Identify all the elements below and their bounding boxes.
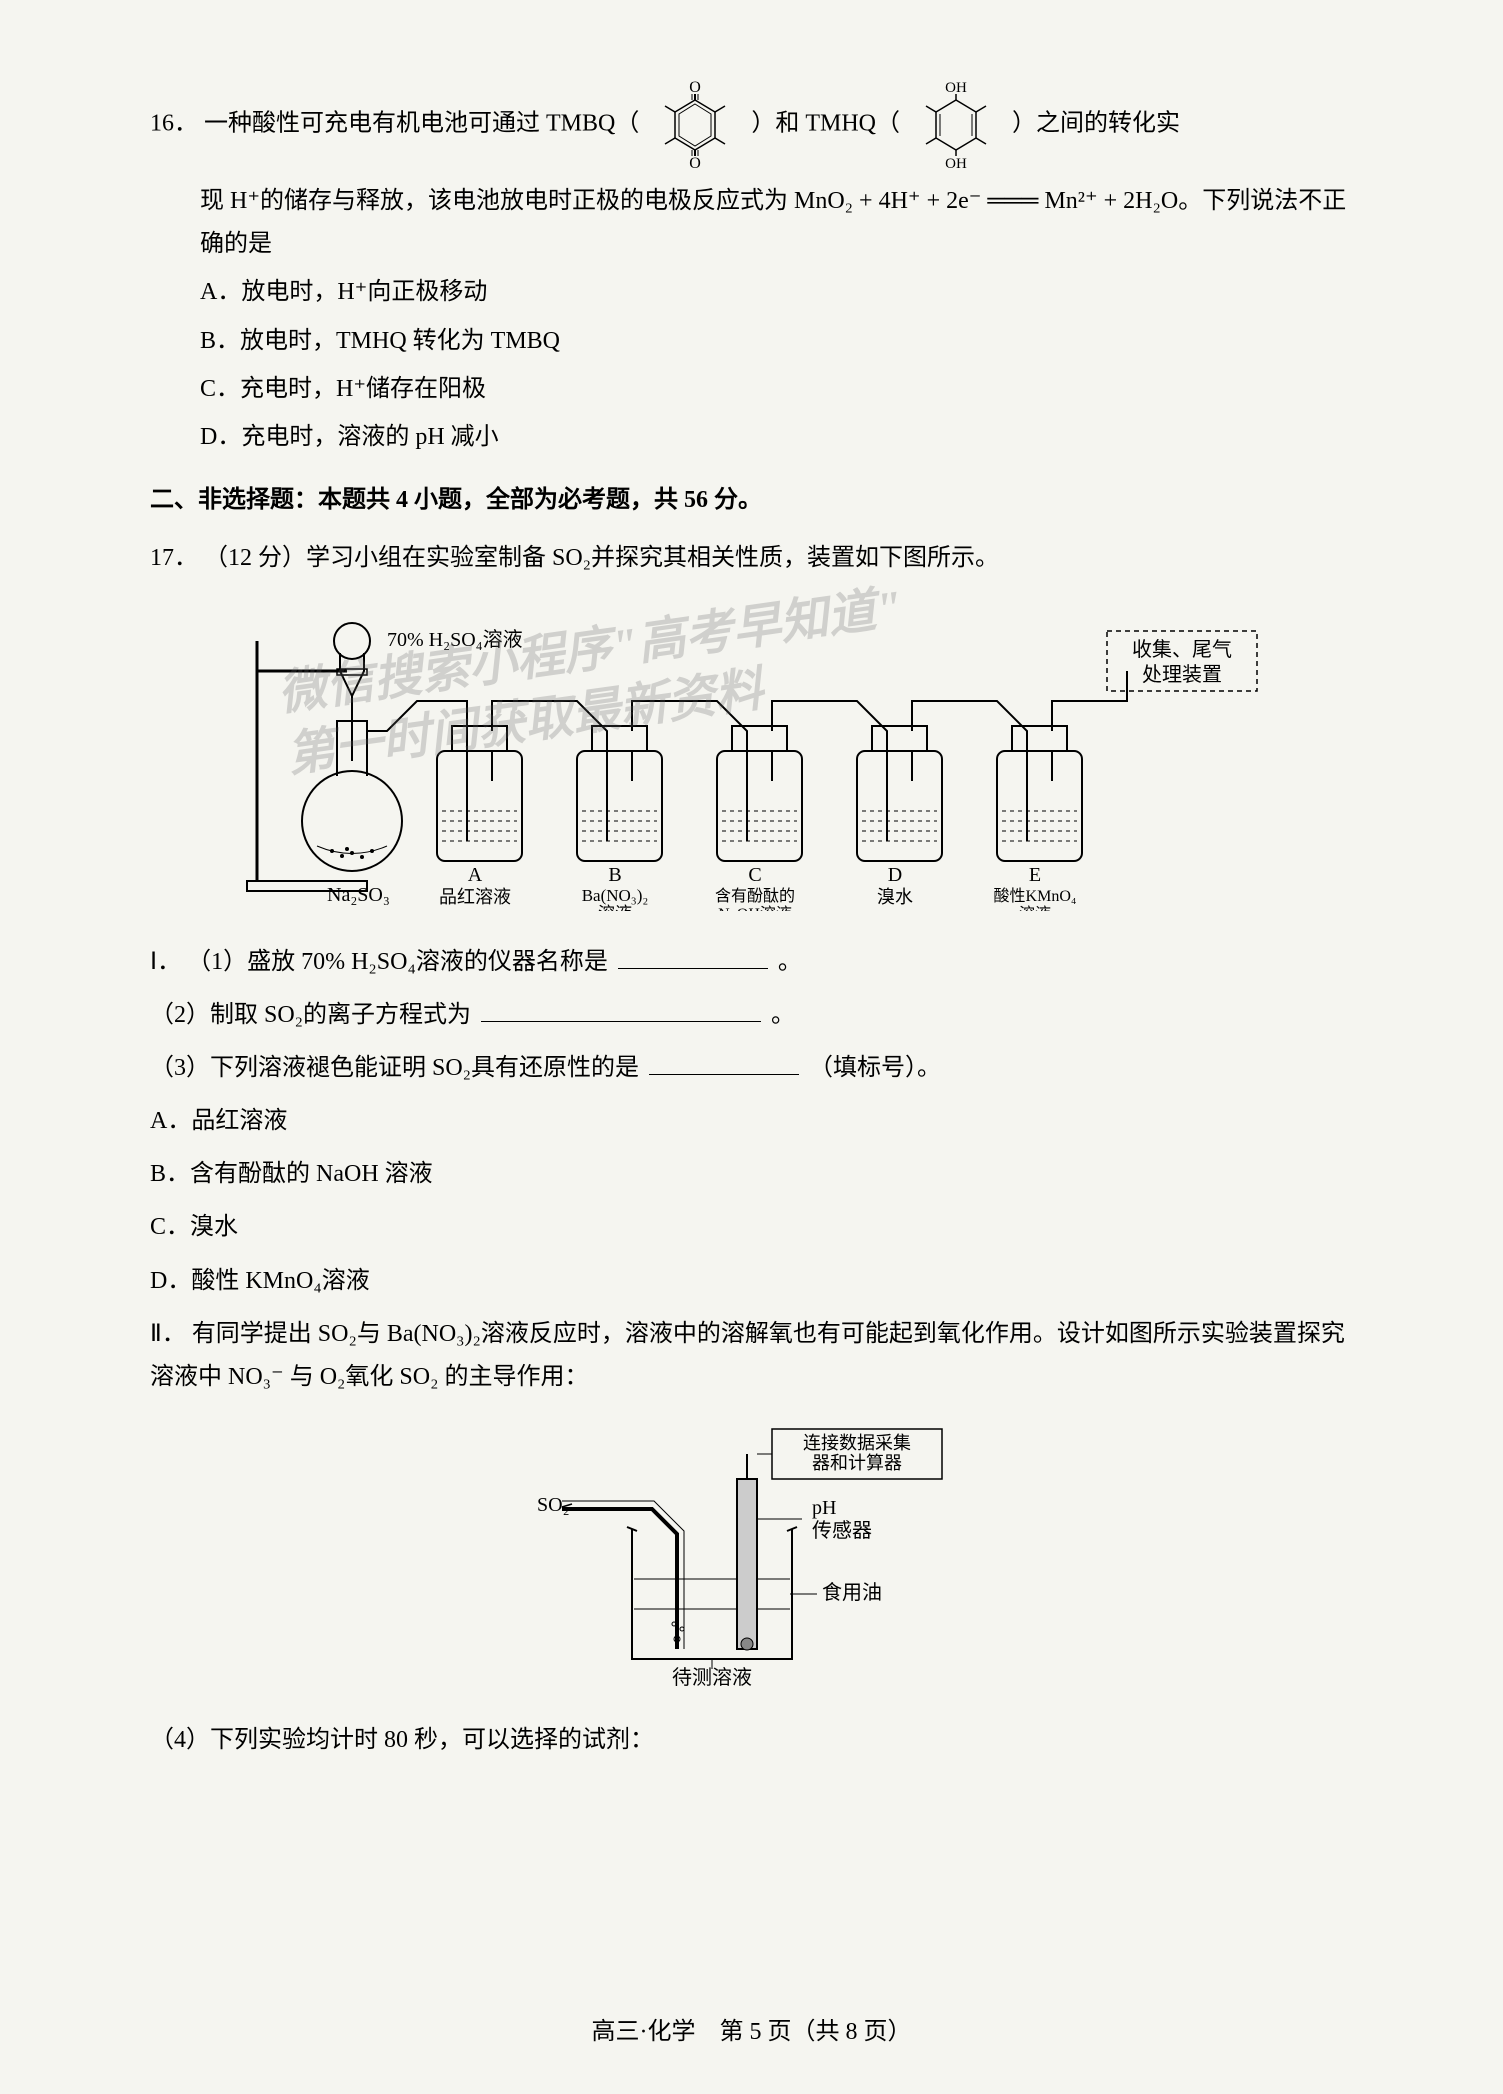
- svg-text:待测溶液: 待测溶液: [672, 1666, 752, 1689]
- svg-text:Ba(NO₃)₂: Ba(NO₃)₂: [581, 886, 648, 905]
- q16-option-a: A．放电时，H⁺向正极移动: [150, 271, 1353, 314]
- svg-text:溶液: 溶液: [598, 904, 632, 911]
- svg-text:食用油: 食用油: [822, 1581, 882, 1604]
- q16-text-part3: ）之间的转化实: [1012, 111, 1180, 137]
- reagent-label: 70% H₂SO₄溶液: [387, 628, 523, 651]
- svg-text:传感器: 传感器: [812, 1519, 872, 1542]
- tmhq-top-label: OH: [945, 80, 967, 96]
- q17-sub3-end: （填标号）。: [809, 1055, 941, 1081]
- question-16: 16． 一种酸性可充电有机电池可通过 TMBQ（ O O ）和 TMHQ（: [150, 80, 1353, 459]
- bottle-c: C 含有酚酞的 NaOH溶液: [714, 701, 886, 911]
- q17-sub3: （3）下列溶液褪色能证明 SO₂具有还原性的是: [150, 1055, 639, 1081]
- svg-text:品红溶液: 品红溶液: [439, 887, 511, 907]
- blank-1[interactable]: [618, 945, 768, 969]
- tmbq-top-label: O: [690, 80, 702, 96]
- page-footer: 高三·化学 第 5 页（共 8 页）: [0, 2011, 1503, 2054]
- q16-option-b: B．放电时，TMHQ 转化为 TMBQ: [150, 320, 1353, 363]
- q17-part2-text: 有同学提出 SO₂与 Ba(NO₃)₂溶液反应时，溶液中的溶解氧也有可能起到氧化…: [150, 1321, 1345, 1390]
- svg-text:D: D: [887, 864, 901, 886]
- section-2-header: 二、非选择题：本题共 4 小题，全部为必考题，共 56 分。: [150, 479, 1353, 522]
- bottle-d: D 溴水: [857, 701, 1027, 907]
- q16-text-part2: ）和 TMHQ（: [751, 111, 900, 137]
- q16-line2: 现 H⁺的储存与释放，该电池放电时正极的电极反应式为 MnO₂ + 4H⁺ + …: [150, 180, 1353, 266]
- bottle-e: E 酸性KMnO₄ 溶液: [993, 671, 1126, 911]
- svg-text:处理装置: 处理装置: [1142, 663, 1222, 686]
- q16-text-part1: 一种酸性可充电有机电池可通过 TMBQ（: [204, 111, 639, 137]
- q17-sub1: （1）盛放 70% H₂SO₄溶液的仪器名称是: [187, 949, 608, 975]
- q16-option-d: D．充电时，溶液的 pH 减小: [150, 416, 1353, 459]
- q17-sub3-opt-a: A．品红溶液: [150, 1100, 1353, 1143]
- svg-text:溴水: 溴水: [877, 887, 913, 907]
- svg-text:A: A: [467, 864, 482, 886]
- svg-text:C: C: [748, 864, 761, 886]
- tmhq-bottom-label: OH: [945, 156, 967, 170]
- tmbq-bottom-label: O: [690, 155, 702, 170]
- svg-text:pH: pH: [812, 1497, 836, 1519]
- so2-label: SO₂: [537, 1494, 570, 1516]
- svg-text:B: B: [608, 864, 621, 886]
- q17-sub3-opt-d: D．酸性 KMnO₄溶液: [150, 1260, 1353, 1303]
- q17-sub3-opt-b: B．含有酚酞的 NaOH 溶液: [150, 1153, 1353, 1196]
- bottle-b: B Ba(NO₃)₂ 溶液: [577, 701, 747, 911]
- tmbq-structure: O O: [650, 80, 740, 170]
- q17-text: （12 分）学习小组在实验室制备 SO₂并探究其相关性质，装置如下图所示。: [204, 545, 999, 571]
- q17-number: 17．: [150, 545, 198, 571]
- svg-text:收集、尾气: 收集、尾气: [1132, 638, 1232, 661]
- q17-sub2-end: 。: [771, 1002, 795, 1028]
- q16-option-c: C．充电时，H⁺储存在阳极: [150, 368, 1353, 411]
- svg-text:溶液: 溶液: [1018, 905, 1050, 911]
- tmhq-structure: OH OH: [911, 80, 1001, 170]
- svg-text:连接数据采集: 连接数据采集: [803, 1433, 911, 1453]
- q17-sub2: （2）制取 SO₂的离子方程式为: [150, 1002, 471, 1028]
- q17-sub4: （4）下列实验均计时 80 秒，可以选择的试剂：: [150, 1719, 1353, 1762]
- flask-label: Na₂SO₃: [327, 884, 390, 906]
- part1-label: Ⅰ．: [150, 949, 181, 975]
- q16-number: 16．: [150, 111, 198, 137]
- q17-sub3-opt-c: C．溴水: [150, 1206, 1353, 1249]
- blank-3[interactable]: [649, 1051, 799, 1075]
- question-17: 17． （12 分）学习小组在实验室制备 SO₂并探究其相关性质，装置如下图所示…: [150, 537, 1353, 1762]
- bottle-a: A 品红溶液: [437, 701, 607, 907]
- svg-text:含有酚酞的: 含有酚酞的: [714, 887, 794, 905]
- svg-text:E: E: [1028, 864, 1040, 886]
- svg-text:酸性KMnO₄: 酸性KMnO₄: [993, 887, 1076, 905]
- svg-text:器和计算器: 器和计算器: [812, 1453, 902, 1473]
- apparatus-diagram: 70% H₂SO₄溶液 Na₂SO₃ A 品红溶液: [150, 601, 1353, 921]
- sensor-diagram: SO₂ 连接数据采集 器和计算器 pH 传感器 食用油 待测溶液: [150, 1419, 1353, 1699]
- part2-label: Ⅱ．: [150, 1321, 186, 1347]
- svg-text:NaOH溶液: NaOH溶液: [718, 905, 792, 911]
- blank-2[interactable]: [481, 998, 761, 1022]
- q17-sub1-end: 。: [778, 949, 802, 975]
